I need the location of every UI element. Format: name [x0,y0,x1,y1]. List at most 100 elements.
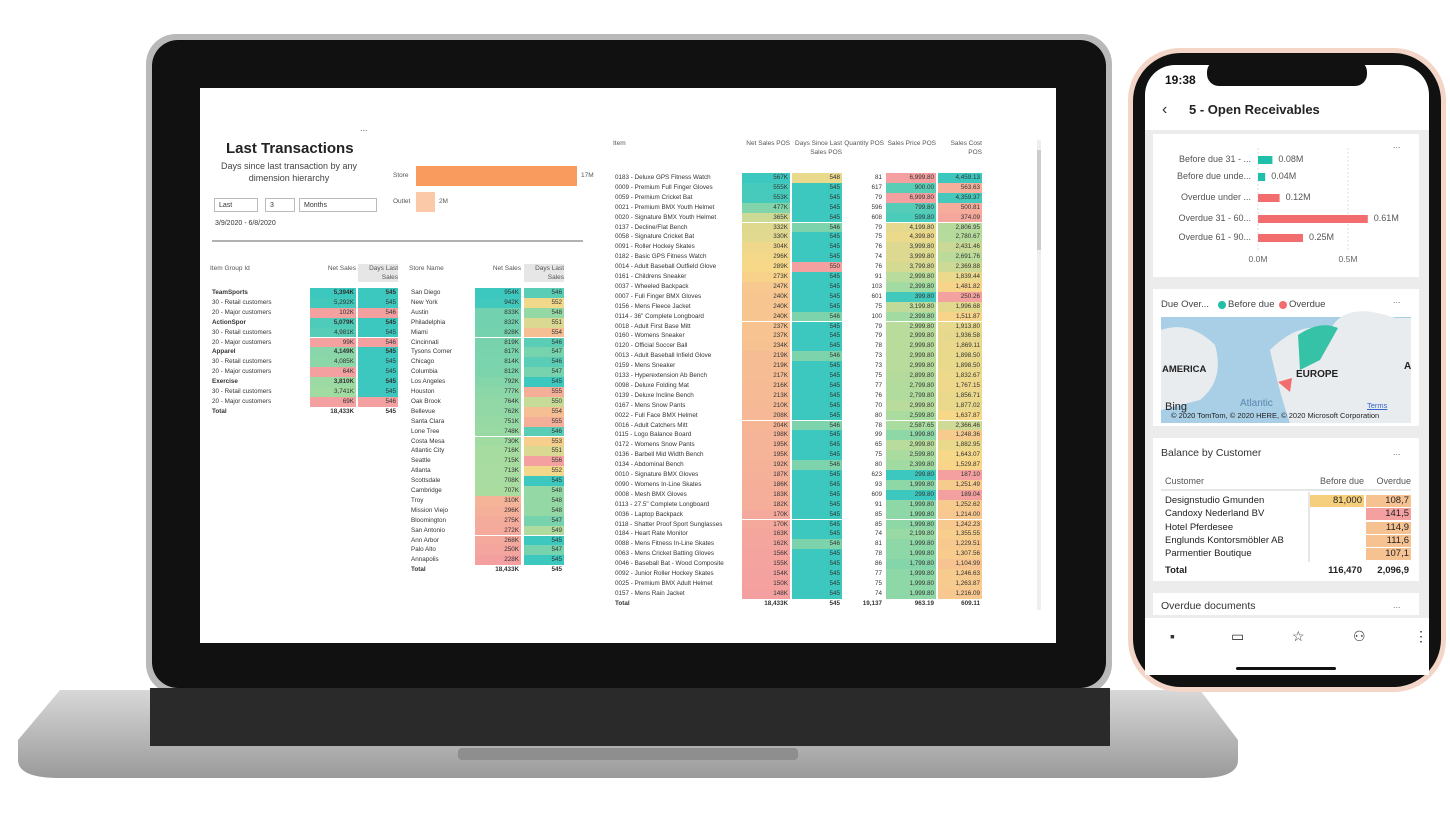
card-menu[interactable]: ... [1393,295,1401,305]
column-header[interactable]: Quantity POS [844,140,884,147]
table-cell: 108,7 [1366,495,1411,507]
table-cell: 545 [792,252,842,263]
table-cell: 0091 - Roller Hockey Skates [615,243,695,251]
table-cell: 547 [524,545,564,556]
table-cell: 545 [792,212,842,223]
table-cell: 546 [524,337,564,348]
table-cell: 545 [792,559,842,569]
bar [1258,234,1303,242]
clock: 19:38 [1165,73,1196,87]
map-label: A [1404,361,1412,372]
column-header[interactable]: Days Since Last Sales POS [795,140,842,156]
card-menu[interactable]: ... [1393,140,1401,150]
table-cell: 0063 - Mens Cricket Batting Gloves [615,550,715,558]
table-cell: 0016 - Adult Catchers Mitt [615,421,688,429]
table-cell: 545 [829,599,840,607]
table-cell: 0161 - Childrens Sneaker [615,273,687,280]
table-cell: 30 - Retail customers [212,328,272,336]
nav-icon[interactable]: ▪ [1170,628,1175,644]
table-cell: 555 [524,387,564,397]
nav-icon[interactable]: ⋮ [1414,628,1428,644]
table-cell: 189.04 [938,489,982,500]
map-terms[interactable]: Terms [1367,401,1388,410]
table-cell: 1,511.87 [938,311,982,322]
table-cell: 0037 - Wheeled Backpack [615,282,689,290]
nav-icon[interactable]: ▭ [1231,628,1245,644]
table-cell: 551 [524,446,564,457]
page-title[interactable]: 5 - Open Receivables [1189,102,1320,117]
table-cell: 546 [524,288,564,298]
scroll-thumb[interactable] [1037,150,1041,250]
nav-icon[interactable]: ⚇ [1353,628,1366,644]
column-header[interactable]: Customer [1165,476,1205,486]
table-cell: 150K [742,578,790,589]
table-cell: New York [411,298,438,306]
card-menu[interactable]: ... [1393,447,1401,457]
column-header[interactable]: Item Group Id [210,265,250,272]
card-menu[interactable]: ... [1393,600,1401,610]
table-cell: 545 [792,331,842,342]
table-cell: 0137 - Decline/Flat Bench [615,223,688,231]
column-header[interactable]: Net Sales POS [746,140,790,147]
back[interactable]: ‹ [1162,101,1168,118]
table-cell: 93 [874,480,882,488]
table-cell: 210K [742,400,790,411]
table-cell: 64K [310,367,356,378]
column-header[interactable]: Net Sales [492,265,521,272]
table-cell: 0088 - Mens Fitness In-Line Skates [615,540,715,548]
table-cell: 247K [742,281,790,292]
table-cell: 548 [524,307,564,318]
column-header[interactable]: Item [613,140,626,147]
table-cell: 954K [475,288,521,298]
table-cell: 156K [742,549,790,560]
table-cell: 777K [475,387,521,397]
column-header[interactable]: Sales Cost POS [950,140,982,156]
table-cell: 4,149K [310,347,356,358]
column-header[interactable]: Before due [1319,476,1364,486]
table-cell: 100 [871,312,882,320]
table-cell: 0133 - Hyperextension Ab Bench [615,372,708,379]
table-cell: Tysons Corner [411,348,452,356]
table-cell: 195K [742,440,790,451]
table-cell: 70 [874,401,882,409]
table-cell: 162K [742,539,790,550]
column-header[interactable]: Store Name [409,265,444,272]
legend-label[interactable]: Overdue [1289,299,1326,310]
table-cell: 78 [874,550,882,558]
table-cell: Exercise [212,378,238,386]
table-cell: 545 [792,479,842,490]
nav-icon[interactable]: ☆ [1292,628,1305,644]
table-cell: 299.80 [886,489,936,500]
legend-dot [1218,301,1226,309]
table-cell: 5,292K [310,297,356,308]
column-header[interactable]: Overdue [1376,476,1411,486]
column-header[interactable]: Sales Price POS [887,140,936,147]
table-cell: 1,839.44 [938,272,982,282]
column-header[interactable]: Days Last Sales [358,264,398,282]
table-cell: 81 [874,540,882,548]
table-cell: 310K [475,495,521,506]
dropdown[interactable]: Last [214,198,258,212]
table-cell: 1,248.36 [938,430,982,441]
table-cell: 0018 - Adult First Base Mitt [615,322,691,330]
table-cell: 2,999.80 [886,440,936,451]
table-cell: 374.09 [938,212,982,223]
dropdown[interactable]: Months [299,198,377,212]
table-cell: Annapolis [411,556,439,564]
table-cell: 107,1 [1366,548,1411,561]
dropdown[interactable]: 3 [265,198,295,212]
value-label: 0.04M [1271,171,1297,181]
table-cell: 547 [524,367,564,378]
table-cell: 0184 - Heart Rate Monitor [615,530,688,538]
table-cell: 0092 - Junior Roller Hockey Skates [615,570,714,577]
map-title: Due Over... [1161,299,1210,310]
table-cell: 268K [475,535,521,546]
column-header[interactable]: Days Last Sales [524,264,564,282]
legend-label[interactable]: Before due [1228,299,1275,310]
table-cell: 555 [524,416,564,427]
column-header[interactable]: Net Sales [327,265,356,272]
table-cell: 99K [310,337,356,348]
table-cell: 545 [792,410,842,421]
table-cell: 545 [792,499,842,510]
